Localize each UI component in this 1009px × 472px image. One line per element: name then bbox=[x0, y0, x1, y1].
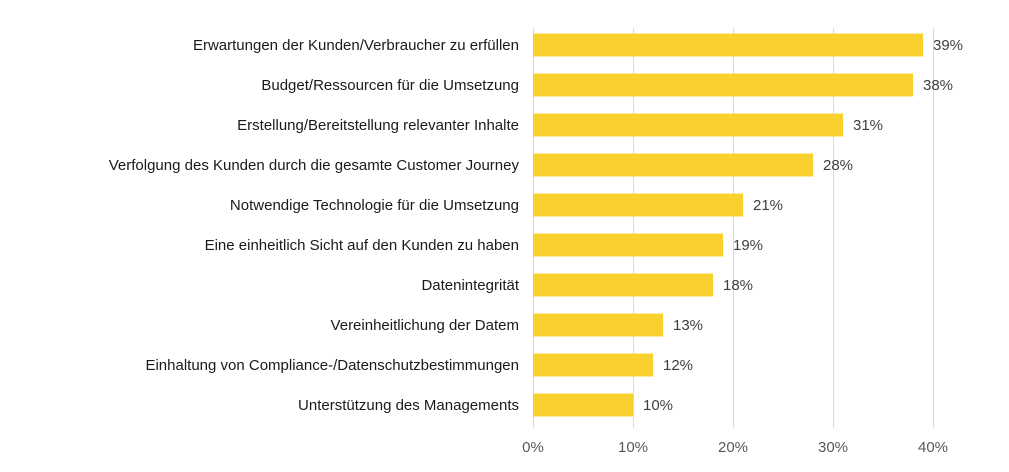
x-tick-label: 40% bbox=[918, 439, 948, 456]
category-label: Budget/Ressourcen für die Umsetzung bbox=[261, 77, 519, 94]
bar bbox=[533, 153, 813, 177]
category-label: Vereinheitlichung der Datem bbox=[331, 317, 519, 334]
bar bbox=[533, 313, 663, 337]
category-label: Erstellung/Bereitstellung relevanter Inh… bbox=[237, 117, 519, 134]
bar bbox=[533, 113, 843, 137]
value-label: 38% bbox=[923, 77, 953, 94]
value-label: 19% bbox=[733, 237, 763, 254]
value-label: 39% bbox=[933, 37, 963, 54]
category-label: Unterstützung des Managements bbox=[298, 397, 519, 414]
bar bbox=[533, 233, 723, 257]
value-label: 18% bbox=[723, 277, 753, 294]
category-label: Einhaltung von Compliance-/Datenschutzbe… bbox=[145, 357, 519, 374]
x-tick-label: 20% bbox=[718, 439, 748, 456]
category-label: Verfolgung des Kunden durch die gesamte … bbox=[109, 157, 520, 174]
bar bbox=[533, 353, 653, 377]
x-tick-label: 30% bbox=[818, 439, 848, 456]
bar bbox=[533, 393, 633, 417]
bar bbox=[533, 193, 743, 217]
x-axis-tick-labels: 0% 10% 20% 30% 40% bbox=[522, 439, 948, 456]
x-tick-label: 0% bbox=[522, 439, 544, 456]
category-label: Notwendige Technologie für die Umsetzung bbox=[230, 197, 519, 214]
bars bbox=[533, 33, 923, 417]
value-label: 21% bbox=[753, 197, 783, 214]
category-label: Erwartungen der Kunden/Verbraucher zu er… bbox=[193, 37, 519, 54]
value-label: 31% bbox=[853, 117, 883, 134]
value-label: 10% bbox=[643, 397, 673, 414]
value-label: 13% bbox=[673, 317, 703, 334]
bar bbox=[533, 73, 913, 97]
category-label: Datenintegrität bbox=[421, 277, 519, 294]
value-label: 28% bbox=[823, 157, 853, 174]
value-labels: 39% 38% 31% 28% 21% 19% 18% 13% 12% 10% bbox=[643, 37, 963, 414]
bar bbox=[533, 33, 923, 57]
category-labels: Erwartungen der Kunden/Verbraucher zu er… bbox=[109, 37, 520, 414]
x-tick-label: 10% bbox=[618, 439, 648, 456]
value-label: 12% bbox=[663, 357, 693, 374]
category-label: Eine einheitlich Sicht auf den Kunden zu… bbox=[205, 237, 519, 254]
bar bbox=[533, 273, 713, 297]
